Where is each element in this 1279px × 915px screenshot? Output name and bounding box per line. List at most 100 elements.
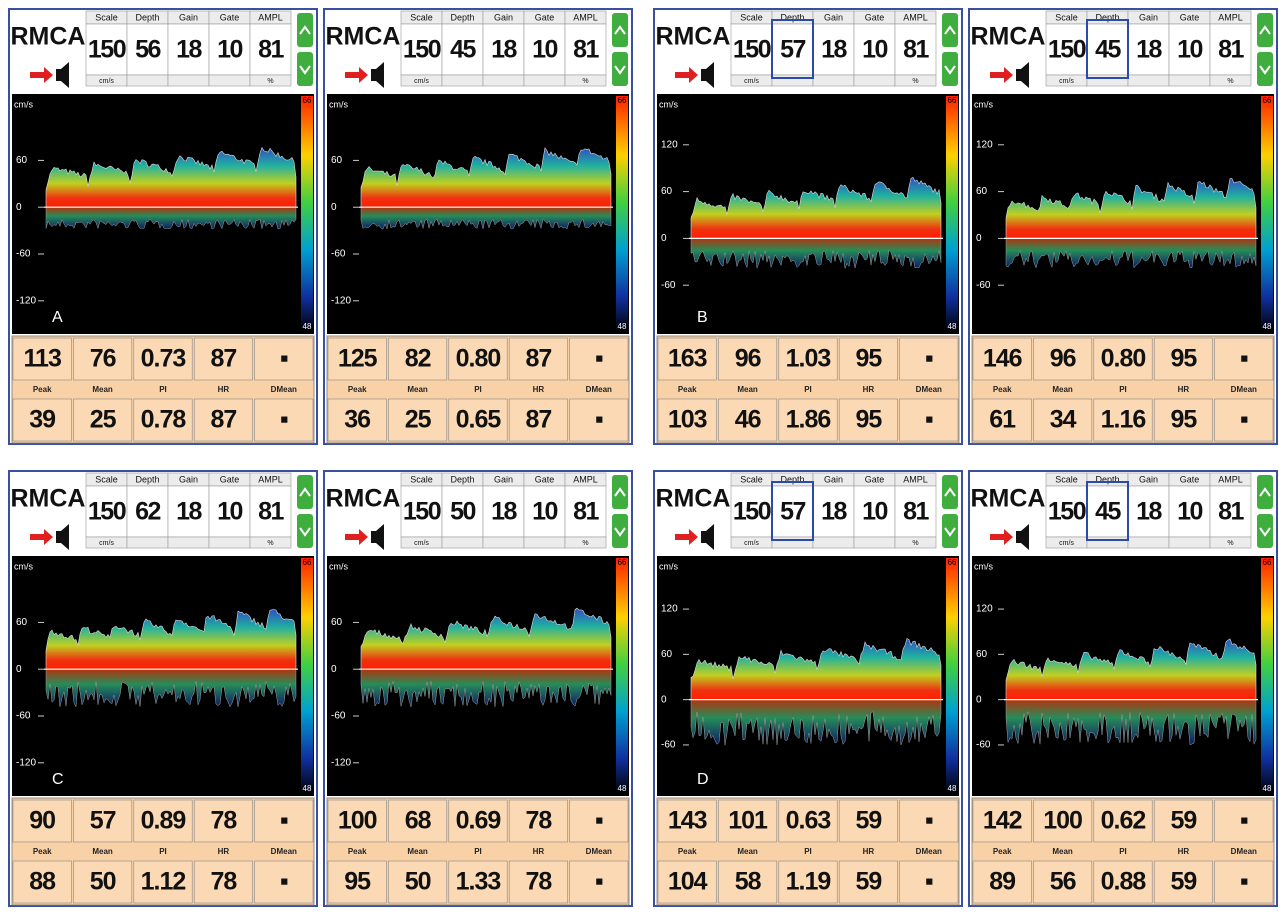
header-unit-cell [1087, 537, 1128, 548]
y-tick-label: 0 [331, 664, 337, 675]
scroll-up-button[interactable] [612, 475, 628, 509]
scroll-up-button[interactable] [297, 13, 313, 47]
scroll-up-button[interactable] [1257, 475, 1273, 509]
header-value: 18 [176, 498, 202, 526]
scroll-down-button[interactable] [942, 514, 958, 548]
header-unit-cell [854, 75, 895, 86]
scroll-up-button[interactable] [942, 13, 958, 47]
header-unit-cell [168, 75, 209, 86]
result-label: Mean [92, 385, 113, 394]
header-value: 81 [258, 36, 284, 64]
scroll-up-button[interactable] [297, 475, 313, 509]
result-value: 56 [1050, 868, 1076, 896]
y-tick-label: 0 [16, 664, 22, 675]
header-value: 10 [217, 498, 242, 526]
y-tick-label: 60 [661, 186, 673, 197]
result-value: 90 [29, 807, 55, 835]
axis-unit: cm/s [974, 561, 993, 571]
header-value: 81 [903, 498, 929, 526]
header-value: 18 [1136, 498, 1162, 526]
result-value: 78 [525, 868, 552, 896]
unit-label: % [1227, 78, 1233, 85]
header-label: Gain [1139, 12, 1158, 22]
y-tick-label: 60 [661, 649, 673, 660]
color-bar-max: 66 [303, 558, 312, 567]
result-value: 163 [668, 345, 707, 373]
result-label: HR [218, 847, 230, 856]
scroll-down-button[interactable] [612, 514, 628, 548]
color-bar [301, 96, 313, 332]
header-label: Gain [179, 474, 198, 484]
result-value: 1.19 [786, 868, 831, 896]
header-value: 10 [532, 36, 557, 64]
result-value: ▪ [925, 345, 933, 373]
header-unit-cell [1128, 75, 1169, 86]
result-value: 103 [668, 406, 707, 434]
result-value: 100 [338, 807, 377, 835]
axis-unit: cm/s [659, 99, 678, 109]
color-bar-max: 66 [1263, 96, 1272, 105]
axis-unit: cm/s [14, 99, 33, 109]
result-value: 59 [855, 807, 881, 835]
header-label: Gate [1180, 474, 1200, 484]
probe-title: RMCA [656, 485, 731, 513]
header-value: 45 [1095, 36, 1121, 64]
scroll-up-button[interactable] [942, 475, 958, 509]
color-bar-min: 48 [948, 322, 957, 331]
header-unit-cell [524, 75, 565, 86]
header-label: AMPL [1218, 12, 1243, 22]
figure-letter: B [697, 309, 708, 326]
header-value: 10 [1177, 36, 1202, 64]
header-value: 10 [532, 498, 557, 526]
scroll-down-button[interactable] [1257, 514, 1273, 548]
scroll-down-button[interactable] [942, 52, 958, 86]
result-label: Mean [92, 847, 113, 856]
result-value: 78 [210, 868, 237, 896]
color-bar-max: 66 [618, 558, 627, 567]
result-value: 87 [525, 345, 551, 373]
y-tick-label: 60 [331, 617, 343, 628]
scroll-up-button[interactable] [1257, 13, 1273, 47]
color-bar-min: 48 [1263, 322, 1272, 331]
result-value: 1.12 [141, 868, 186, 896]
y-tick-label: 120 [661, 604, 678, 615]
color-bar-max: 66 [948, 558, 957, 567]
scroll-down-button[interactable] [1257, 52, 1273, 86]
result-value: 46 [735, 406, 761, 434]
y-tick-label: -60 [661, 740, 676, 751]
header-unit-cell [1169, 75, 1210, 86]
result-label: Peak [33, 847, 52, 856]
y-tick-label: 0 [976, 233, 982, 244]
header-value: 45 [450, 36, 476, 64]
result-value: 95 [855, 345, 882, 373]
scroll-down-button[interactable] [297, 52, 313, 86]
y-tick-label: -60 [976, 740, 991, 751]
probe-title: RMCA [326, 485, 401, 513]
y-tick-label: 120 [661, 139, 678, 150]
header-unit-cell [524, 537, 565, 548]
figure-letter: A [52, 309, 63, 326]
header-label: Scale [410, 12, 433, 22]
header-value: 18 [491, 36, 517, 64]
result-label: DMean [271, 847, 297, 856]
scroll-down-button[interactable] [612, 52, 628, 86]
result-value: 25 [405, 406, 432, 434]
scroll-up-button[interactable] [612, 13, 628, 47]
y-tick-label: -60 [331, 711, 346, 722]
header-value: 150 [403, 36, 441, 64]
result-value: 96 [1050, 345, 1076, 373]
y-tick-label: -60 [661, 280, 676, 291]
color-bar-min: 48 [303, 784, 312, 793]
color-bar [946, 558, 958, 794]
result-value: ▪ [1240, 345, 1248, 373]
panel: RMCAScale150Depth56Gain18Gate10AMPL81cm/… [9, 9, 317, 444]
header-label: Scale [740, 12, 763, 22]
unit-label: cm/s [414, 540, 429, 547]
header-value: 150 [1048, 498, 1086, 526]
y-tick-label: 0 [661, 233, 667, 244]
result-label: PI [1119, 385, 1127, 394]
scroll-down-button[interactable] [297, 514, 313, 548]
result-label: Mean [407, 385, 428, 394]
header-value: 150 [403, 498, 441, 526]
result-value: ▪ [1240, 868, 1248, 896]
